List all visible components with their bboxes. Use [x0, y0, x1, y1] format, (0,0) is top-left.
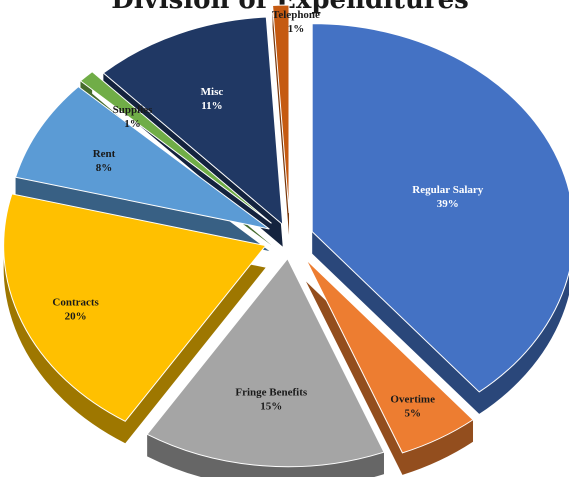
- slice-overtime: [305, 259, 474, 454]
- slice-contracts: [3, 193, 267, 422]
- slice-rent: [14, 85, 270, 230]
- slice-label-supplies: Supplies 1%: [113, 104, 153, 130]
- slice-label-fringe-benefits: Fringe Benefits 15%: [235, 386, 308, 412]
- slice-label-rent: Rent 8%: [93, 148, 116, 174]
- pie-slices: [3, 4, 569, 468]
- slice-label-overtime: Overtime 5%: [390, 394, 435, 420]
- slice-misc: [102, 16, 284, 226]
- slice-label-contracts: Contracts 20%: [52, 296, 99, 322]
- slice-supplies: [79, 71, 272, 224]
- slice-label-misc: Misc 11%: [201, 86, 224, 112]
- slice-telephone: [272, 4, 290, 214]
- slice-regular-salary: [311, 23, 569, 393]
- pie-labels: Regular Salary 39% Overtime 5% Fringe Benefi…: [52, 9, 483, 420]
- slice-fringe-benefits: [146, 257, 385, 468]
- slice-label-regular-salary: Regular Salary 39%: [412, 184, 483, 210]
- slice-label-telephone: Telephone 1%: [272, 9, 320, 35]
- chart-title: Division of Expenditures: [111, 0, 469, 15]
